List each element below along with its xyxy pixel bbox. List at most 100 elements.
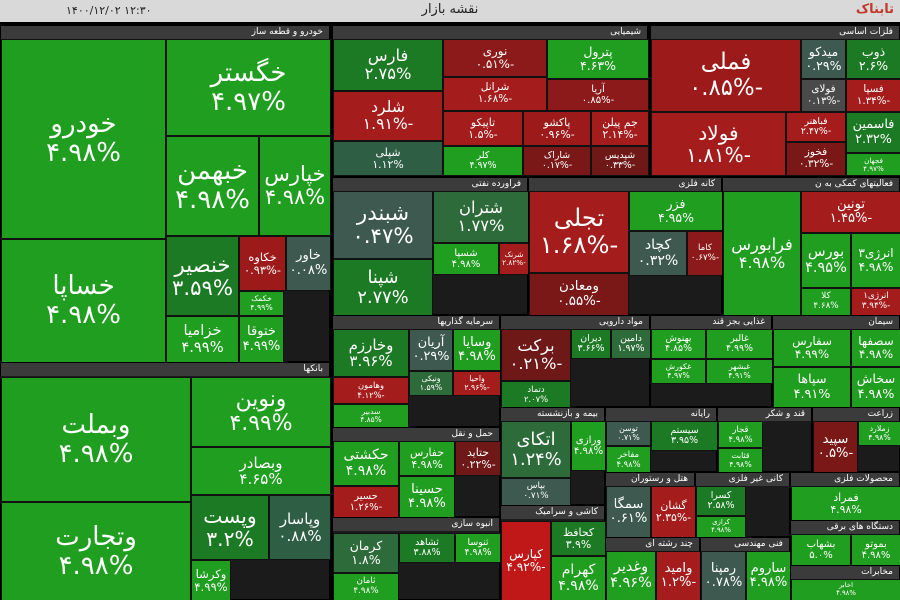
sector-title: هتل و رستوران [606,473,694,486]
stock-change: -۲.۸۲% [502,258,526,267]
stock-name: بموتو [865,539,887,550]
sector-title: کانی غیر فلزی [696,473,789,486]
stock-change: ۴.۹۸% [858,259,894,274]
stock-change: ۳.۲% [206,526,254,551]
stock-tile: غکورش ۴.۹۷% [651,359,706,384]
stock-name: سمگا [613,496,644,512]
logo: تابناک [855,2,894,17]
stock-tile: جم پیلن -۲.۱۴% [591,111,649,146]
stock-change: -۴.۹۲% [506,560,546,574]
stock-tile: آریان ۰.۲۹% [409,329,453,371]
stock-tile: بهنوش ۴.۸۵% [651,329,706,359]
stock-tile: خگستر ۴.۹۷% [166,39,331,136]
stock-name: کرازی [712,518,730,527]
sector-title: حمل و نقل [333,428,499,441]
stock-tile: ونیکی ۱.۵۹% [409,371,453,396]
stock-tile: تونین -۱.۴۵% [801,191,900,233]
sector-title: زراعت [813,408,899,421]
stock-tile: سصفها ۴.۹۸% [851,329,900,367]
stock-change: ۲.۶% [858,58,889,73]
sector: انبوه سازی کرمان ۱.۸% ثامان ۴.۹۸% ثشاهد ۳.۸۸% ث… [332,517,501,600]
sector-title: کاشی و سرامیک [501,506,604,519]
stock-name: حکشتی [343,447,389,463]
stock-name: وکرشا [195,566,227,581]
stock-change: -۰.۵۱% [475,57,515,71]
stock-tile: شسپا ۴.۹۸% [433,243,499,275]
stock-change: ۱.۲۴% [510,448,562,470]
stock-name: کپارس [509,546,543,561]
stock-change: ۴.۹۸% [861,550,891,561]
stock-change: ۳.۸۸% [413,547,441,558]
stock-change: -۱.۶۸% [539,231,619,259]
stock-change: ۴.۶۸% [813,301,839,311]
stock-name: فارس [367,46,409,66]
stock-change: ۴.۹۱% [793,386,831,402]
sector: غذایی بجز قند بهنوش ۴.۸۵% غالبر ۴.۹۹% غکورش ۴.… [650,315,773,407]
stock-name: پاکشو [543,115,571,129]
stock-name: ورازی [575,434,602,446]
stock-name: فولای [811,83,836,96]
stock-change: ۴.۹۸% [408,496,446,511]
stock-tile: وغدیر ۴.۹۶% [606,551,656,600]
stock-change: -۰.۱۳% [806,94,841,107]
stock-name: رمپنا [710,560,737,576]
stock-name: حسینا [411,481,443,497]
stock-change: ۴.۹۵% [805,259,847,276]
stock-tile: ذوب ۲.۶% [846,39,900,79]
stock-change: ۰.۲۹% [412,349,450,364]
stock-change: ۱.۹۷% [617,343,645,354]
stock-name: ختوقا [246,324,277,340]
sector: حمل و نقل حکشتی ۴.۹۸% حفارس ۴.۹۸% حتاید -۰.۲۲%… [332,427,501,518]
stock-name: شاراک [543,149,571,161]
sector-title: بیمه و بازنشسته [501,408,604,421]
stock-change: ۴.۹۸% [836,589,856,597]
stock-name: شپنا [367,266,399,288]
stock-change: ۳.۹۶% [349,352,393,370]
stock-tile: سیستم ۳.۹۵% [651,421,718,451]
stock-tile: ونوین ۴.۹۹% [191,377,331,447]
stock-tile: وپست ۳.۲% [191,495,269,560]
stock-name: فاسمین [852,117,895,133]
sector: خودرو و قطعه ساز خودرو ۴.۹۸% خساپا ۴.۹۸% خگست… [0,25,331,363]
stock-tile: فاسمین ۲.۳۲% [846,112,900,153]
stock-tile: فسپا -۱.۳۴% [846,79,900,112]
sector: فنی مهندسی رمپنا ۰.۷۸% ساروم ۴.۹۸% [700,537,791,600]
stock-change: ۴.۹۸% [573,446,604,457]
stock-change: ۱.۵۹% [419,382,443,392]
stock-tile: شرانل -۱.۶۸% [443,77,547,111]
stock-tile: فرابورس ۴.۹۸% [723,191,801,316]
stock-change: ۲.۵۸% [707,500,735,511]
stock-tile: شرنک -۲.۸۲% [499,243,529,275]
stock-change: ۴.۹۸% [458,349,496,364]
stock-tile: کهرام ۴.۹۸% [551,556,606,600]
stock-name: انرژی۳ [858,246,894,261]
stock-change: -۰.۹۳% [244,262,281,277]
stock-change: ۳.۵۹% [172,275,234,300]
stock-change: -۰.۲۱% [509,354,563,373]
stock-name: وغدیر [613,559,649,576]
stock-tile: وسایا ۴.۹۸% [453,329,501,371]
stock-tile: مفاخر ۴.۹۸% [606,446,651,473]
stock-name: ثنوسا [467,536,489,548]
stock-change: -۱.۵% [468,127,498,141]
stock-name: فجهان [864,155,883,165]
stock-tile: کاما -۰.۶۷% [687,231,723,276]
stock-name: قجار [732,424,749,435]
sector: قند و شکر قجار ۴.۹۸% قثابت ۴.۹۸% [717,407,812,473]
stock-tile: شپنا ۲.۷۷% [333,259,433,316]
stock-tile: غالبر ۴.۹۹% [706,329,773,359]
sector-title: رایانه [606,408,716,421]
stock-change: -۰.۸۵% [581,95,615,106]
stock-change: ۴.۹۸% [738,252,786,272]
stock-name: حتاید [466,445,490,459]
stock-name: فباهنر [804,115,828,127]
stock-name: حفارس [409,445,445,459]
stock-change: ۳.۶۶% [577,343,605,354]
stock-change: ۴.۹۸% [46,300,121,330]
stock-name: ونیکی [421,373,441,383]
sector: سیمان سفارس ۴.۹۹% سصفها ۴.۹۸% سپاها ۴.۹۱% سخاش ۴… [772,315,900,408]
stock-name: شلرد [371,97,405,116]
sector-title: فنی مهندسی [701,538,789,551]
stock-change: ۴.۹۸% [728,433,753,444]
